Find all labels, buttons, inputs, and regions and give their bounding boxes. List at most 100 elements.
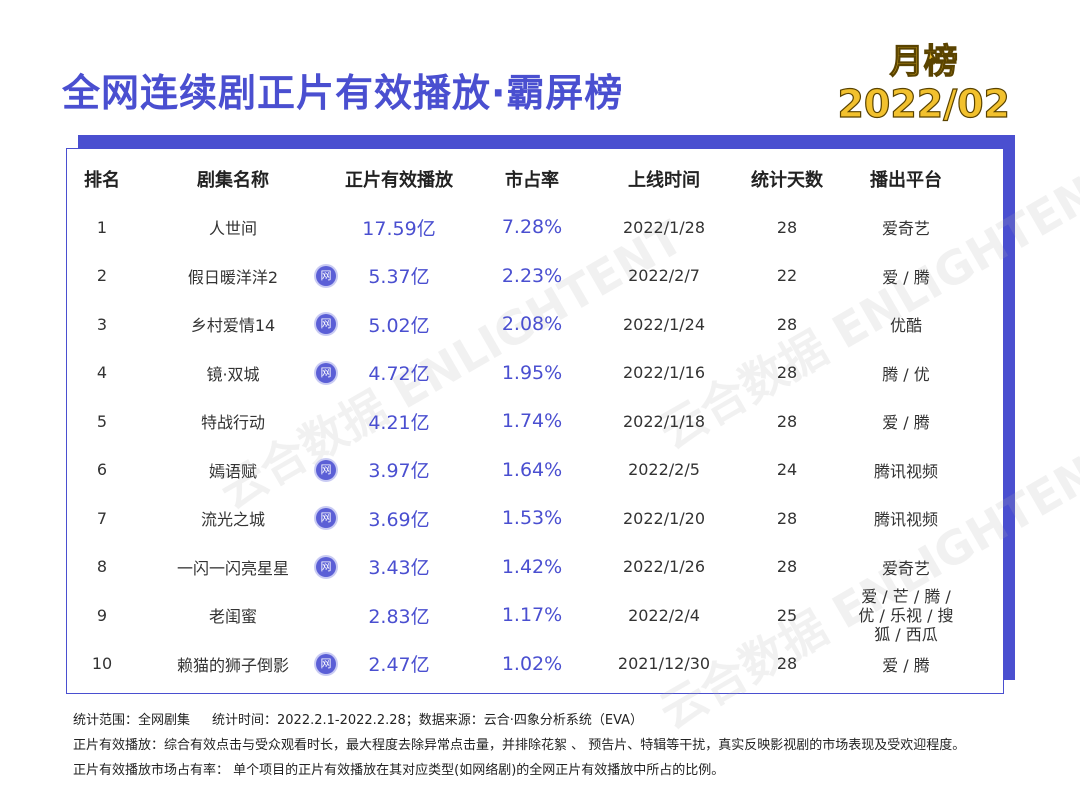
cell-days: 22 <box>776 266 798 285</box>
badge-label: 月榜 <box>889 41 958 82</box>
cell-rank: 2 <box>96 266 108 285</box>
cell-platform: 爱 / 芒 / 腾 / 优 / 乐视 / 搜狐 / 西瓜 <box>858 586 954 644</box>
cell-name: 嫣语赋 <box>208 461 258 481</box>
cell-rank: 9 <box>96 605 108 625</box>
cell-date: 2022/1/24 <box>622 314 706 334</box>
cell-play: 3.43亿 <box>368 557 430 579</box>
column-header: 统计天数 <box>751 170 823 191</box>
cell-days: 24 <box>776 460 798 479</box>
note-scope: 统计范围：全网剧集 <box>73 713 191 728</box>
cell-date: 2022/2/4 <box>628 605 700 625</box>
badge-date: 2022/02 <box>837 81 1011 126</box>
cell-days: 28 <box>776 363 798 382</box>
cell-play: 4.21亿 <box>368 411 430 434</box>
cell-platform: 爱 / 腾 <box>882 267 930 287</box>
cell-name: 乡村爱情14 <box>190 316 276 335</box>
cell-name: 流光之城 <box>200 510 266 529</box>
web-series-badge-icon: 网 <box>316 362 336 383</box>
table-row: 4 镜·双城 4.72亿 1.95% 2022/1/16 28 腾 / 优 网 <box>67 349 1003 397</box>
cell-date: 2022/1/26 <box>622 557 706 576</box>
cell-date: 2022/1/20 <box>622 508 706 528</box>
cell-rank: 8 <box>96 557 108 576</box>
cell-date: 2022/2/5 <box>628 460 700 479</box>
cell-platform: 优酷 <box>889 316 923 335</box>
table-row: 1 人世间 17.59亿 7.28% 2022/1/28 28 爱奇艺 <box>67 203 1003 251</box>
cell-name: 假日暖洋洋2 <box>187 267 279 287</box>
cell-share: 1.17% <box>501 604 563 626</box>
table-row: 6 嫣语赋 3.97亿 1.64% 2022/2/5 24 腾讯视频 网 <box>67 446 1003 494</box>
page-title: 全网连续剧正片有效播放·霸屏榜 <box>62 71 624 115</box>
cell-share: 1.64% <box>501 458 563 481</box>
cell-share: 1.53% <box>501 507 563 529</box>
table-header: 排名 剧集名称 正片有效播放 市占率 上线时间 统计天数 播出平台 <box>67 155 1003 203</box>
header-band <box>78 135 1015 148</box>
cell-name: 人世间 <box>208 219 258 238</box>
note-period: 统计时间：2022.2.1-2022.2.28；数据来源：云合·四象分析系统（E… <box>212 713 644 728</box>
cell-date: 2022/1/28 <box>622 217 706 237</box>
cell-share: 2.23% <box>501 264 563 287</box>
cell-name: 一闪一闪亮星星 <box>176 558 290 578</box>
cell-date: 2022/2/7 <box>628 266 700 285</box>
period-badge: 月榜 2022/02 <box>837 41 1011 126</box>
cell-rank: 4 <box>96 363 108 382</box>
web-series-badge-icon: 网 <box>316 314 336 334</box>
card-shadow <box>1003 135 1015 680</box>
cell-platform: 爱 / 腾 <box>882 413 930 432</box>
cell-play: 2.83亿 <box>368 605 430 628</box>
ranking-table: 云合数据 ENLIGHTENT 云合数据 ENLIGHTENT 云合数据 ENL… <box>66 148 1080 739</box>
web-series-badge-icon: 网 <box>316 653 336 674</box>
cell-share: 1.42% <box>501 555 563 578</box>
cell-rank: 10 <box>91 654 113 673</box>
cell-share: 1.02% <box>501 652 563 675</box>
column-header: 剧集名称 <box>197 170 269 191</box>
cell-days: 28 <box>776 508 798 528</box>
cell-play: 4.72亿 <box>368 363 430 385</box>
cell-days: 28 <box>776 217 798 237</box>
cell-share: 1.74% <box>501 410 563 432</box>
table-row: 7 流光之城 3.69亿 1.53% 2022/1/20 28 腾讯视频 网 <box>67 494 1003 542</box>
cell-rank: 1 <box>96 217 108 237</box>
cell-platform: 爱奇艺 <box>881 558 931 578</box>
cell-platform: 腾 / 优 <box>882 364 930 384</box>
column-header: 市占率 <box>505 170 559 191</box>
cell-name: 特战行动 <box>200 413 266 432</box>
cell-rank: 5 <box>96 411 108 431</box>
table-row: 8 一闪一闪亮星星 3.43亿 1.42% 2022/1/26 28 爱奇艺 网 <box>67 543 1003 591</box>
cell-name: 镜·双城 <box>206 364 260 384</box>
cell-name: 老闺蜜 <box>208 607 258 626</box>
cell-date: 2022/1/18 <box>622 411 706 431</box>
cell-share: 7.28% <box>501 216 563 238</box>
cell-share: 2.08% <box>501 313 563 335</box>
web-series-badge-icon: 网 <box>316 265 336 286</box>
cell-platform: 爱奇艺 <box>881 219 931 238</box>
footnotes: 统计范围：全网剧集 统计时间：2022.2.1-2022.2.28；数据来源：云合… <box>73 708 965 783</box>
cell-play: 5.37亿 <box>368 266 430 288</box>
cell-share: 1.95% <box>501 361 563 384</box>
table-row: 2 假日暖洋洋2 5.37亿 2.23% 2022/2/7 22 爱 / 腾 网 <box>67 252 1003 300</box>
cell-name: 赖猫的狮子倒影 <box>176 655 290 675</box>
cell-rank: 3 <box>96 314 108 334</box>
note-definition: 正片有效播放：综合有效点击与受众观看时长，最大程度去除异常点击量，并排除花絮 、… <box>73 738 966 753</box>
web-series-badge-icon: 网 <box>316 556 336 577</box>
cell-days: 25 <box>776 605 798 625</box>
note-share-definition: 正片有效播放市场占有率： 单个项目的正片有效播放在其对应类型(如网络剧)的全网正… <box>73 763 725 778</box>
cell-platform: 腾讯视频 <box>873 510 939 529</box>
cell-days: 28 <box>776 411 798 431</box>
column-header: 正片有效播放 <box>345 170 453 191</box>
column-header: 排名 <box>84 170 120 191</box>
column-header: 上线时间 <box>628 170 700 191</box>
web-series-badge-icon: 网 <box>316 459 336 480</box>
cell-rank: 6 <box>96 460 108 479</box>
cell-days: 28 <box>776 557 798 576</box>
cell-platform: 爱 / 腾 <box>882 655 930 675</box>
cell-play: 5.02亿 <box>368 314 430 337</box>
table-row: 10 赖猫的狮子倒影 2.47亿 1.02% 2021/12/30 28 爱 / 腾 网 <box>67 640 1003 688</box>
table-row: 3 乡村爱情14 5.02亿 2.08% 2022/1/24 28 优酷 网 <box>67 300 1003 348</box>
cell-days: 28 <box>776 314 798 334</box>
cell-play: 3.97亿 <box>368 460 430 482</box>
cell-date: 2021/12/30 <box>617 654 711 673</box>
column-header: 播出平台 <box>870 170 942 191</box>
table-row: 9 老闺蜜 2.83亿 1.17% 2022/2/4 25 爱 / 芒 / 腾 / 优 / … <box>67 587 1003 644</box>
cell-play: 17.59亿 <box>362 217 436 240</box>
cell-date: 2022/1/16 <box>622 363 706 382</box>
